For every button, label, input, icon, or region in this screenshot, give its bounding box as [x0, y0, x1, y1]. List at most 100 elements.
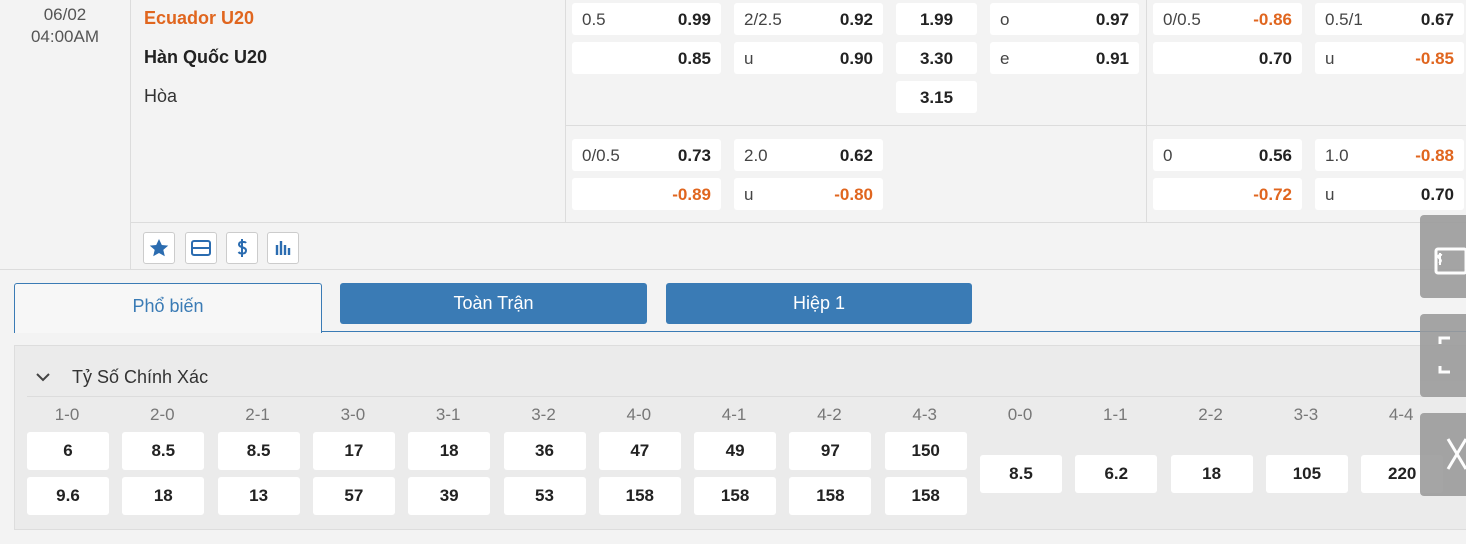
- score-label: 4-3: [912, 405, 937, 424]
- score-odds[interactable]: 13: [217, 477, 300, 515]
- tab-active[interactable]: Phổ biến: [14, 283, 322, 333]
- odds-cell[interactable]: -0.89: [572, 178, 721, 210]
- score-label: 3-3: [1293, 405, 1319, 424]
- odds-cell[interactable]: 1.0 -0.88: [1315, 139, 1464, 171]
- home-team[interactable]: Ecuador U20: [144, 8, 255, 28]
- odds-value: 0.67: [1420, 10, 1454, 29]
- divider: [130, 222, 1466, 223]
- tab[interactable]: Hiệp 1: [666, 283, 972, 324]
- odds-cell[interactable]: 0/0.5 0.73: [572, 139, 721, 171]
- odds-cell[interactable]: u -0.80: [734, 178, 883, 210]
- collapse-icon[interactable]: [34, 368, 52, 386]
- odds-value: 0.70: [1258, 49, 1292, 68]
- odds-value: 3.15: [919, 88, 954, 107]
- score-label: 4-4: [1388, 405, 1414, 424]
- odds-cell[interactable]: o 0.97: [990, 3, 1139, 35]
- divider: [130, 0, 131, 269]
- score-odds[interactable]: 150: [884, 432, 967, 470]
- float-close-button[interactable]: [1420, 413, 1466, 496]
- odds-value: 0.91: [1095, 49, 1129, 68]
- odds-cell[interactable]: 0.85: [572, 42, 721, 74]
- score-odds[interactable]: 97: [789, 432, 872, 470]
- score-odds[interactable]: 9.6: [27, 477, 109, 515]
- ticket-button[interactable]: [185, 232, 217, 264]
- odds-line: 0.5: [582, 10, 606, 29]
- odds-cell[interactable]: u 0.90: [734, 42, 883, 74]
- divider: [27, 396, 1466, 397]
- score-label: 3-0: [340, 405, 366, 424]
- tab[interactable]: Toàn Trận: [340, 283, 647, 324]
- draw-label: Hòa: [144, 86, 178, 106]
- score-label: 4-2: [817, 405, 842, 424]
- score-label: 2-2: [1198, 405, 1223, 424]
- float-bet-button[interactable]: [1420, 215, 1466, 298]
- section-title: Tỷ Số Chính Xác: [72, 367, 209, 387]
- odds-line: u: [744, 185, 754, 204]
- float-expand-button[interactable]: [1420, 314, 1466, 397]
- odds-cell[interactable]: 2/2.5 0.92: [734, 3, 883, 35]
- score-label: 3-2: [531, 405, 556, 424]
- divider: [0, 269, 1466, 270]
- odds-value: -0.89: [672, 185, 711, 204]
- odds-line: e: [1000, 49, 1010, 68]
- odds-cell[interactable]: e 0.91: [990, 42, 1139, 74]
- odds-cell[interactable]: u 0.70: [1315, 178, 1464, 210]
- score-odds[interactable]: 39: [408, 477, 491, 515]
- odds-value: 0.70: [1420, 185, 1454, 204]
- score-label: 3-1: [435, 405, 461, 424]
- score-odds[interactable]: 6: [27, 432, 109, 470]
- score-odds[interactable]: 47: [598, 432, 681, 470]
- odds-line: u: [1325, 49, 1335, 68]
- odds-line: o: [1000, 10, 1010, 29]
- odds-value: 1.99: [919, 10, 954, 29]
- odds-line: 0/0.5: [1163, 10, 1201, 29]
- score-odds[interactable]: 6.2: [1075, 455, 1158, 493]
- score-odds[interactable]: 17: [312, 432, 395, 470]
- score-odds[interactable]: 36: [503, 432, 586, 470]
- score-label: 1-1: [1103, 405, 1128, 424]
- score-odds[interactable]: 53: [503, 477, 586, 515]
- odds-cell[interactable]: -0.72: [1153, 178, 1302, 210]
- score-label: 0-0: [1007, 405, 1033, 424]
- score-odds[interactable]: 8.5: [980, 455, 1062, 493]
- odds-cell[interactable]: 3.30: [896, 42, 977, 74]
- odds-value: -0.86: [1253, 10, 1292, 29]
- score-odds[interactable]: 8.5: [122, 432, 205, 470]
- odds-line: u: [744, 49, 754, 68]
- odds-value: 0.85: [677, 49, 711, 68]
- odds-line: 1.0: [1325, 146, 1349, 165]
- score-odds[interactable]: 105: [1265, 455, 1348, 493]
- odds-value: 0.99: [677, 10, 711, 29]
- stats-button[interactable]: [267, 232, 299, 264]
- odds-value: -0.85: [1415, 49, 1454, 68]
- odds-cell[interactable]: 0.70: [1153, 42, 1302, 74]
- odds-value: -0.72: [1253, 185, 1292, 204]
- odds-cell[interactable]: u -0.85: [1315, 42, 1464, 74]
- score-odds[interactable]: 158: [884, 477, 967, 515]
- odds-cell[interactable]: 0/0.5 -0.86: [1153, 3, 1302, 35]
- odds-line: 2/2.5: [744, 10, 782, 29]
- score-odds[interactable]: 49: [694, 432, 777, 470]
- odds-cell[interactable]: 1.99: [896, 3, 977, 35]
- score-odds[interactable]: 57: [312, 477, 395, 515]
- odds-cell[interactable]: 3.15: [896, 81, 977, 113]
- odds-cell[interactable]: 0 0.56: [1153, 139, 1302, 171]
- away-team[interactable]: Hàn Quốc U20: [144, 47, 268, 67]
- score-odds[interactable]: 18: [1170, 455, 1253, 493]
- score-label: 2-1: [245, 405, 270, 424]
- score-odds[interactable]: 158: [694, 477, 777, 515]
- score-odds[interactable]: 18: [122, 477, 205, 515]
- odds-value: 3.30: [919, 49, 954, 68]
- match-time: 04:00AM: [30, 27, 100, 46]
- odds-cell[interactable]: 0.5 0.99: [572, 3, 721, 35]
- odds-button[interactable]: [226, 232, 258, 264]
- favorite-button[interactable]: [143, 232, 175, 264]
- score-odds[interactable]: 158: [789, 477, 872, 515]
- score-odds[interactable]: 18: [408, 432, 491, 470]
- odds-cell[interactable]: 2.0 0.62: [734, 139, 883, 171]
- score-odds[interactable]: 8.5: [217, 432, 300, 470]
- divider: [1146, 0, 1147, 222]
- odds-cell[interactable]: 0.5/1 0.67: [1315, 3, 1464, 35]
- score-odds[interactable]: 158: [598, 477, 681, 515]
